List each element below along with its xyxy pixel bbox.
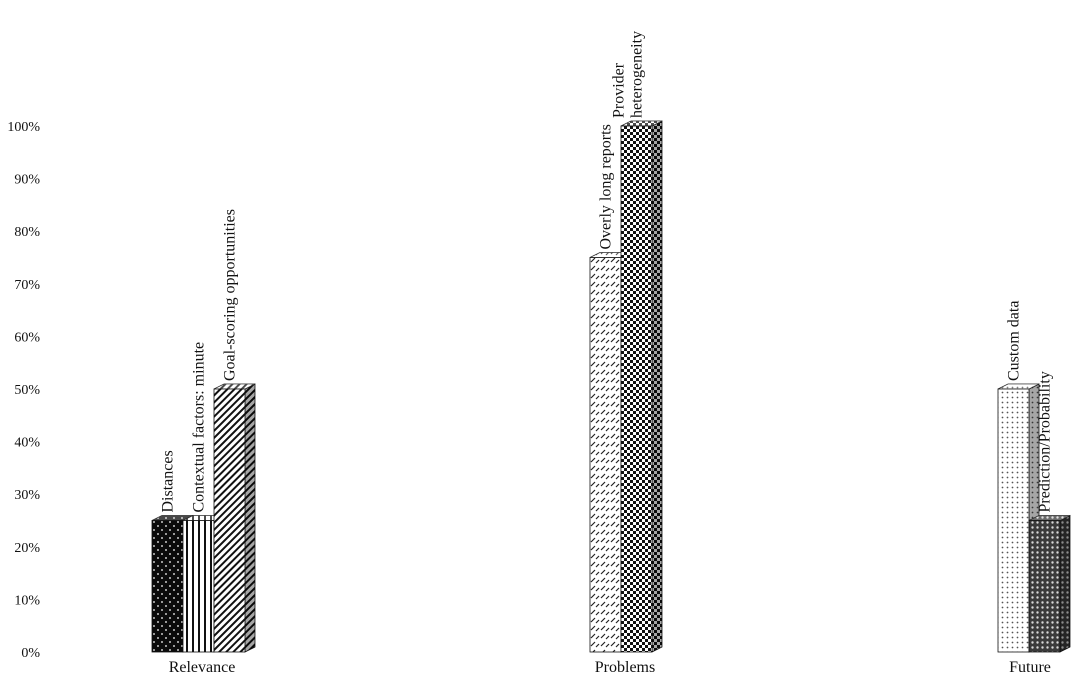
bar-front (589, 257, 622, 653)
bar-label: heterogeneity (629, 31, 646, 118)
bars: Distances Contextual factors: minute Goal-… (151, 31, 1071, 653)
category-labels: Relevance Problems Future (169, 659, 1051, 676)
y-tick-label: 20% (14, 541, 40, 556)
bar-front (182, 520, 215, 653)
bar-top-shade (1029, 515, 1070, 521)
y-tick-label: 60% (14, 330, 40, 345)
bar-top-shade (214, 384, 255, 389)
y-axis: 0% 10% 20% 30% 40% 50% 60% 70% 80% 90% 100% (7, 120, 40, 661)
category-label: Relevance (169, 659, 236, 676)
bar-side-shade (245, 384, 255, 652)
category-label: Problems (595, 659, 655, 676)
bar-front (997, 388, 1030, 653)
y-tick-label: 10% (14, 593, 40, 608)
bar: Goal-scoring opportunities (213, 209, 256, 653)
y-tick-label: 80% (14, 225, 40, 240)
y-tick-label: 0% (21, 646, 40, 661)
bar-side-shade (652, 121, 662, 652)
bar-top-shade (621, 121, 662, 126)
bar-side-shade (1060, 515, 1070, 652)
category-label: Future (1009, 659, 1051, 676)
y-tick-label: 70% (14, 278, 40, 293)
bar-top-shade (152, 515, 193, 521)
y-tick-label: 100% (7, 120, 40, 135)
bar-front (213, 388, 246, 653)
bar-label: Overly long reports (598, 124, 615, 249)
bar: Prediction/Probability (1028, 371, 1071, 653)
y-tick-label: 40% (14, 436, 40, 451)
bar: Provider heterogeneity (611, 31, 663, 653)
bar-label: Goal-scoring opportunities (222, 209, 239, 381)
y-tick-label: 30% (14, 488, 40, 503)
bar-label: Contextual factors: minute (191, 342, 208, 513)
bar-label: Provider (611, 62, 628, 118)
bar-top-shade (998, 384, 1039, 389)
bar-front (620, 125, 653, 653)
bar-label: Custom data (1006, 301, 1023, 381)
bar-front (151, 520, 184, 653)
y-tick-label: 90% (14, 173, 40, 188)
y-tick-label: 50% (14, 383, 40, 398)
bar-front (1028, 520, 1061, 653)
bar-label: Prediction/Probability (1037, 371, 1054, 512)
bar-label: Distances (160, 450, 177, 512)
